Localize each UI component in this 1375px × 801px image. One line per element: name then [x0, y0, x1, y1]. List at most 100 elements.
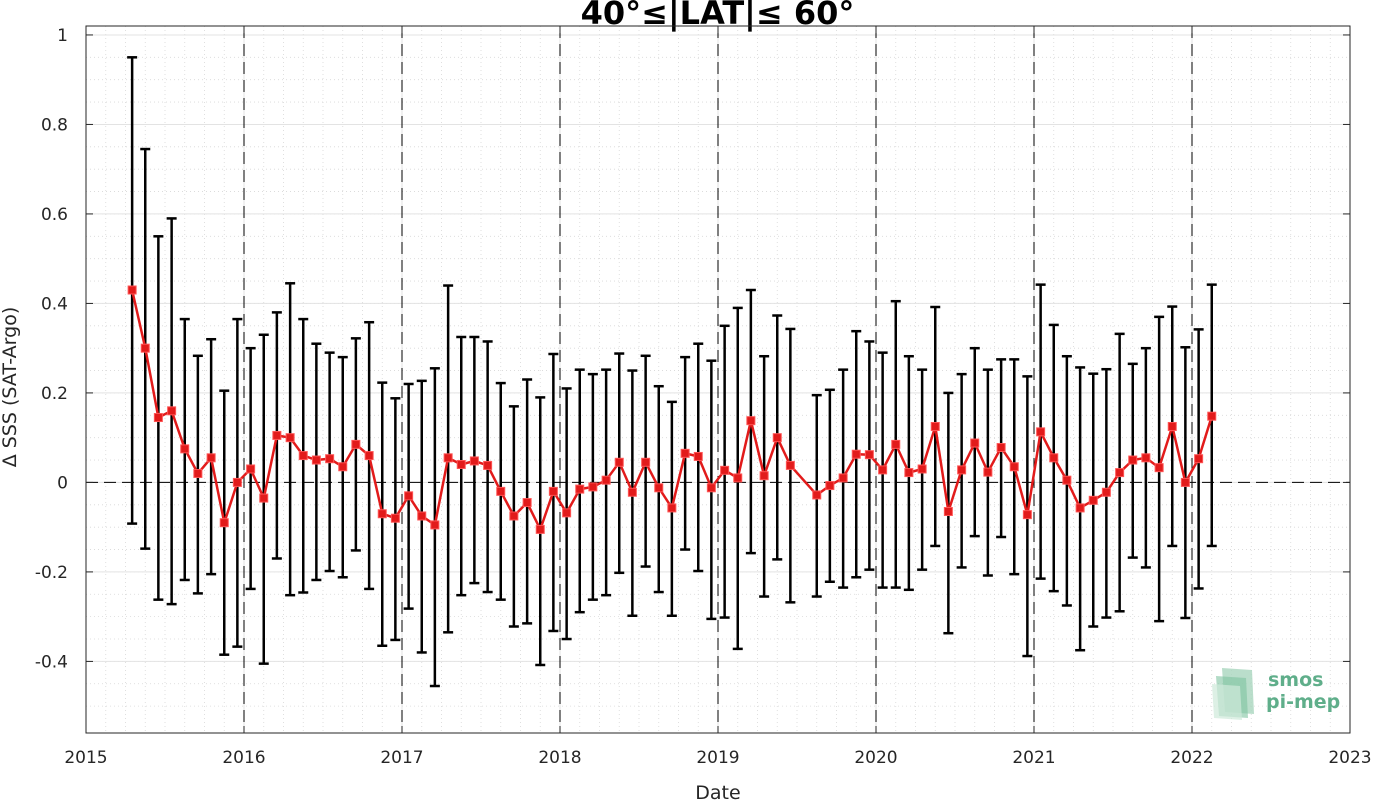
data-point	[325, 454, 335, 464]
data-point	[996, 443, 1006, 453]
data-point	[878, 465, 888, 475]
data-point	[259, 493, 269, 503]
y-tick-label: 1	[57, 26, 68, 46]
data-point	[404, 491, 414, 501]
data-point	[180, 444, 190, 454]
data-point	[1141, 453, 1151, 463]
data-point	[917, 464, 927, 474]
x-tick-label: 2019	[696, 748, 739, 768]
series-line	[130, 289, 1213, 533]
data-markers	[127, 285, 1217, 534]
smos-pi-mep-logo: smos pi-mep	[1212, 668, 1340, 720]
data-point	[430, 520, 440, 530]
x-tick-label: 2015	[64, 748, 107, 768]
x-tick-label: 2016	[222, 748, 265, 768]
data-point	[562, 508, 572, 518]
x-tick-label: 2018	[538, 748, 581, 768]
data-point	[641, 457, 651, 467]
data-point	[390, 513, 400, 523]
data-point	[1075, 503, 1085, 513]
data-point	[522, 498, 532, 508]
data-point	[509, 511, 519, 521]
data-point	[1207, 411, 1217, 421]
data-point	[351, 439, 361, 449]
data-point	[575, 484, 585, 494]
data-point	[140, 343, 150, 353]
y-tick-label: 0.4	[41, 294, 68, 314]
data-point	[1022, 510, 1032, 520]
x-tick-label: 2020	[854, 748, 897, 768]
data-point	[1115, 468, 1125, 478]
year-divider-lines	[243, 26, 1193, 733]
x-tick-label: 2017	[380, 748, 423, 768]
data-point	[1009, 462, 1019, 472]
data-point	[285, 433, 295, 443]
data-point	[772, 433, 782, 443]
data-point	[246, 464, 256, 474]
data-point	[535, 524, 545, 534]
data-point	[1062, 475, 1072, 485]
data-point	[693, 451, 703, 461]
data-point	[614, 457, 624, 467]
data-point	[1088, 495, 1098, 505]
y-tick-label: 0	[57, 473, 68, 493]
x-tick-label: 2023	[1328, 748, 1371, 768]
data-point	[706, 483, 716, 493]
data-point	[1036, 427, 1046, 437]
y-tick-label: -0.2	[35, 563, 68, 583]
data-point	[364, 451, 374, 461]
error-bars	[127, 56, 1217, 688]
data-point	[167, 406, 177, 416]
data-point	[601, 475, 611, 485]
data-point	[456, 460, 466, 470]
data-point	[469, 456, 479, 466]
data-point	[930, 421, 940, 431]
y-tick-label: 0.2	[41, 384, 68, 404]
data-point	[1167, 421, 1177, 431]
data-point	[838, 473, 848, 483]
data-point	[627, 487, 637, 497]
data-point	[759, 471, 769, 481]
data-point	[417, 511, 427, 521]
data-point	[864, 450, 874, 460]
data-point	[654, 483, 664, 493]
data-point	[733, 473, 743, 483]
data-point	[338, 462, 348, 472]
data-point	[443, 453, 453, 463]
data-point	[746, 416, 756, 426]
y-axis-label: Δ SSS (SAT-Argo)	[0, 307, 21, 467]
data-point	[1101, 487, 1111, 497]
data-point	[272, 430, 282, 440]
x-tick-label: 2021	[1012, 748, 1055, 768]
data-point	[957, 465, 967, 475]
logo-line1: smos	[1268, 669, 1323, 691]
data-point	[943, 507, 953, 517]
axes: 1 0.8 0.6 0.4 0.2 0 -0.2 -0.4 2015 2016 2017 2018 20…	[35, 25, 1372, 768]
data-point	[219, 518, 229, 528]
data-point	[1128, 455, 1138, 465]
series-line	[130, 289, 1213, 533]
data-point	[548, 486, 558, 496]
data-point	[667, 503, 677, 513]
data-point	[812, 490, 822, 500]
data-point	[1180, 477, 1190, 487]
data-point	[496, 486, 506, 496]
data-point	[680, 448, 690, 458]
y-tick-label: -0.4	[35, 652, 68, 672]
data-point	[483, 460, 493, 470]
data-point	[983, 467, 993, 477]
data-point	[127, 285, 137, 295]
data-point	[153, 413, 163, 423]
data-point	[851, 449, 861, 459]
data-point	[193, 468, 203, 478]
data-point	[1194, 454, 1204, 464]
y-tick-label: 0.8	[41, 115, 68, 135]
data-point	[904, 468, 914, 478]
y-tick-label: 0.6	[41, 205, 68, 225]
chart-title: 40°≤|LAT|≤ 60°	[580, 0, 855, 32]
data-point	[785, 460, 795, 470]
data-point	[206, 453, 216, 463]
data-point	[311, 455, 321, 465]
x-axis-label: Date	[695, 782, 740, 801]
